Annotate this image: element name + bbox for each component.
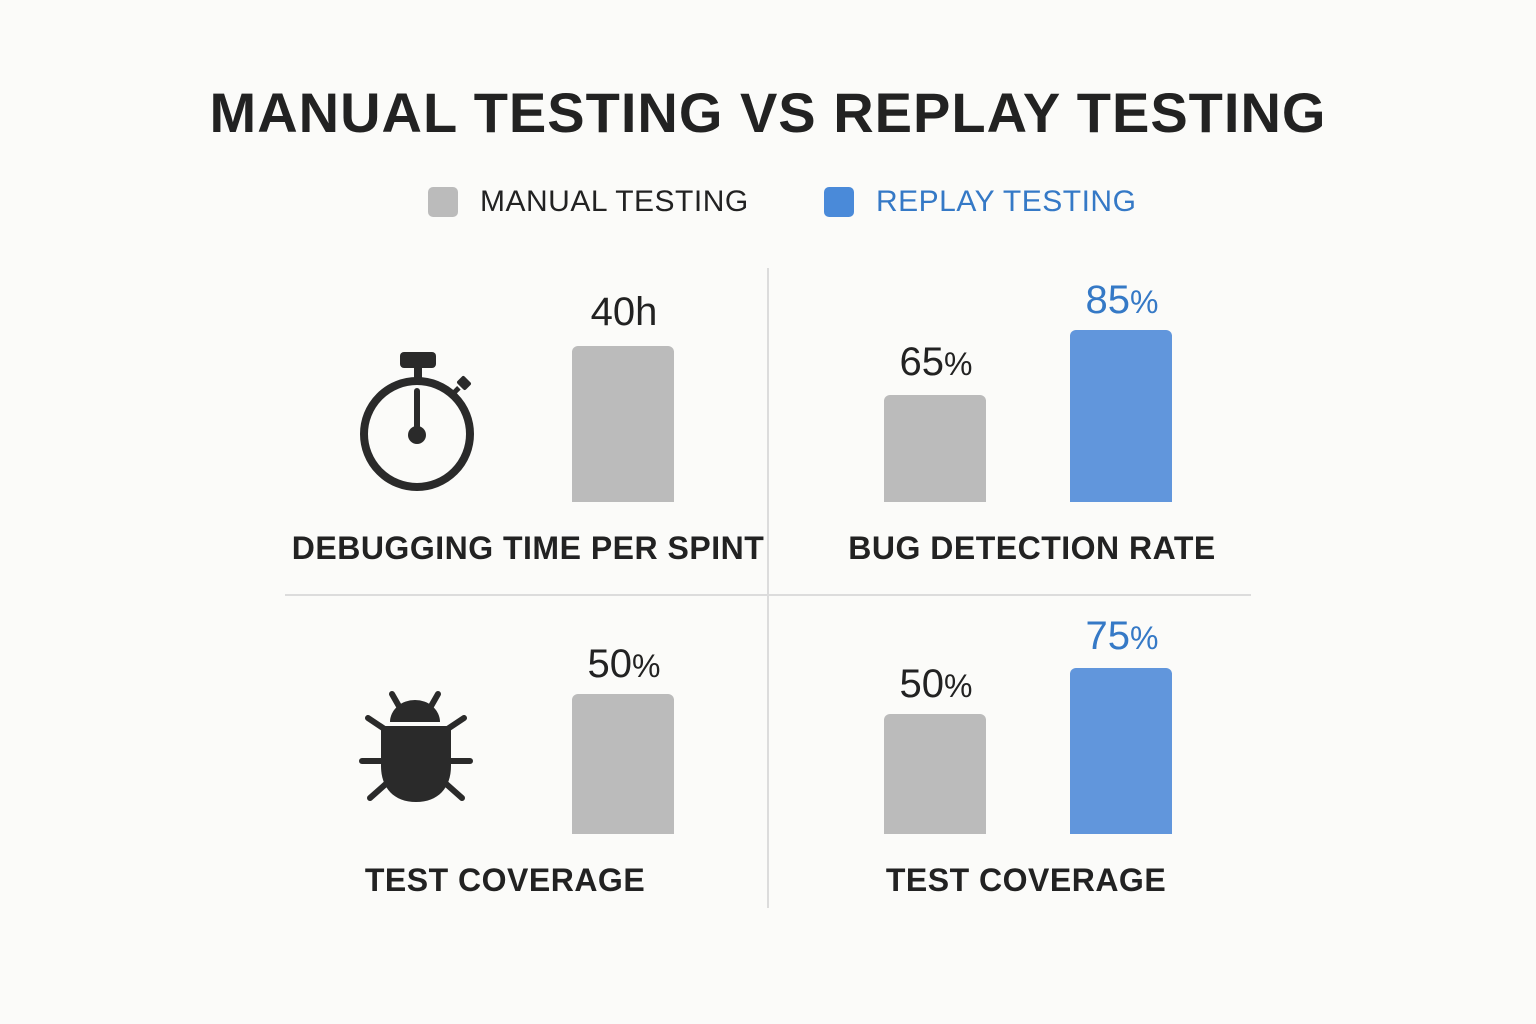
value-unit: %	[944, 668, 973, 704]
legend-label-manual: MANUAL TESTING	[480, 185, 749, 218]
value-label-manual: 65%	[856, 340, 1016, 385]
value-unit: %	[632, 648, 661, 684]
horizontal-divider	[285, 594, 1251, 596]
bar-manual	[884, 714, 986, 834]
chart-title: MANUAL TESTING VS REPLAY TESTING	[209, 81, 1327, 144]
replay-swatch	[824, 187, 854, 217]
bar-manual	[572, 346, 674, 502]
legend-item-manual: MANUAL TESTING	[428, 184, 749, 220]
bar-replay	[1070, 330, 1172, 502]
value-unit: %	[1130, 284, 1159, 320]
value-number: 50	[899, 662, 945, 706]
value-label-manual: 40h	[544, 290, 704, 335]
value-label-replay: 75%	[1042, 614, 1202, 659]
panel-caption: BUG DETECTION RATE	[848, 530, 1216, 566]
value-number: 85	[1085, 278, 1131, 322]
bug-icon	[359, 691, 473, 802]
panel-caption: DEBUGGING TIME PER SPINT	[291, 530, 765, 566]
legend-label-replay: REPLAY TESTING	[876, 185, 1137, 218]
value-number: 75	[1085, 614, 1131, 658]
value-label-manual: 50%	[856, 662, 1016, 707]
manual-swatch	[428, 187, 458, 217]
bar-replay	[1070, 668, 1172, 834]
panel-caption: TEST COVERAGE	[885, 862, 1167, 898]
vertical-divider	[767, 268, 769, 908]
value-unit: h	[635, 290, 658, 334]
value-label-manual: 50%	[544, 642, 704, 687]
bar-manual	[572, 694, 674, 834]
value-number: 40	[590, 290, 636, 334]
value-unit: %	[1130, 620, 1159, 656]
legend: MANUAL TESTING REPLAY TESTING	[0, 184, 1536, 220]
panel-caption: TEST COVERAGE	[364, 862, 646, 898]
legend-item-replay: REPLAY TESTING	[824, 184, 1136, 220]
stopwatch-icon	[360, 352, 474, 491]
value-number: 65	[899, 340, 945, 384]
value-unit: %	[944, 346, 973, 382]
bar-manual	[884, 395, 986, 502]
value-number: 50	[587, 642, 633, 686]
value-label-replay: 85%	[1042, 278, 1202, 323]
